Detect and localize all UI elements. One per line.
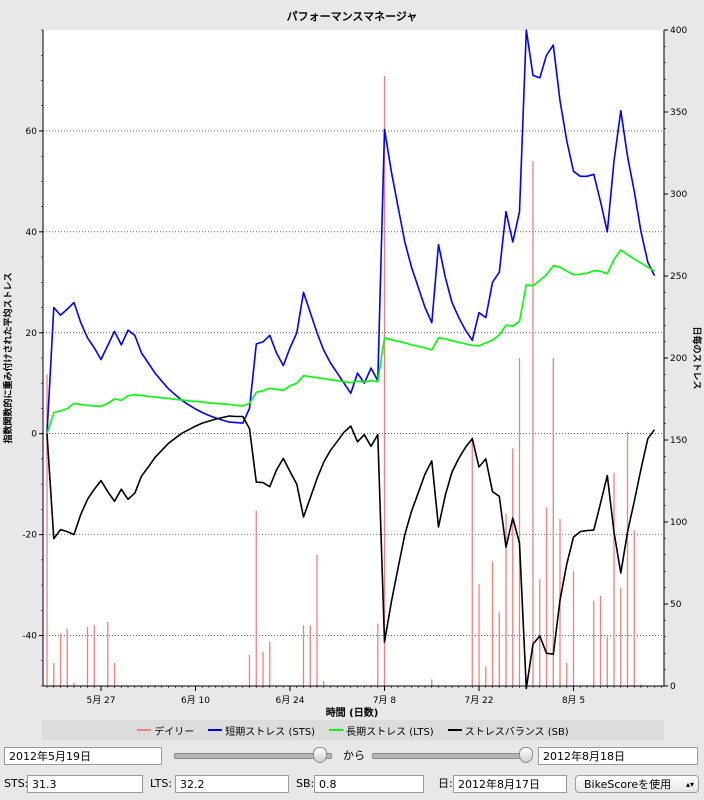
y-tick-label-left: -40 [22, 632, 37, 642]
metric-select-value: BikeScoreを使用 [584, 778, 672, 791]
sb-line [46, 415, 656, 690]
y-axis-label-left: 指数関数的に重み付けされた平均ストレス [2, 272, 14, 443]
y-tick-label-right: 250 [670, 272, 687, 282]
sts-value-field[interactable]: 31.3 [27, 775, 143, 793]
legend-swatch-sts [208, 729, 223, 731]
series-lines [46, 29, 656, 690]
lts-label: LTS: [150, 777, 173, 790]
y-tick-label-left: 40 [26, 228, 38, 238]
y-tick-label-left: 60 [26, 127, 38, 137]
legend-item-sts[interactable]: 短期ストレス (STS) [208, 723, 315, 738]
metric-select[interactable]: BikeScoreを使用 ▴▾ [575, 775, 699, 793]
x-tick-label: 6月 10 [181, 695, 210, 706]
performance-chart: -40 -20 0 20 40 60 0 50 100 150 200 250 300 350 400 5月 … [2, 10, 703, 719]
legend-item-lts[interactable]: 長期ストレス (LTS) [329, 723, 434, 738]
x-axis-label: 時間 (日数) [326, 706, 379, 719]
y-tick-label-left: 20 [26, 329, 38, 339]
y-tick-label-left: 0 [31, 430, 37, 440]
y-axis-label-right: 日毎のストレス [691, 326, 703, 389]
lts-line [46, 249, 655, 434]
x-tick-label: 5月 27 [86, 695, 115, 706]
y-tick-label-right: 400 [670, 26, 687, 36]
start-date-slider[interactable] [174, 753, 332, 759]
updown-arrow-icon: ▴▾ [685, 780, 694, 789]
from-label: から [343, 749, 365, 762]
lts-value-field[interactable]: 32.2 [175, 775, 289, 793]
legend-swatch-sb [447, 729, 462, 731]
y-tick-label-right: 100 [670, 518, 687, 528]
legend-swatch-daily [137, 729, 152, 731]
y-tick-label-right: 50 [670, 600, 682, 610]
day-value-field[interactable]: 2012年8月17日 [453, 775, 567, 793]
start-date-slider-handle[interactable] [313, 747, 328, 763]
axes: -40 -20 0 20 40 60 0 50 100 150 200 250 300 350 400 5月 … [22, 26, 687, 706]
y-tick-label-left: -20 [22, 531, 37, 541]
end-date-slider-handle[interactable] [518, 747, 533, 763]
y-tick-label-right: 150 [670, 436, 687, 446]
sts-line [46, 29, 656, 434]
legend-label-sb: ストレスバランス (SB) [464, 726, 569, 738]
end-date-slider[interactable] [372, 753, 530, 759]
day-label: 日: [438, 777, 453, 790]
legend-label-lts: 長期ストレス (LTS) [346, 726, 434, 738]
plot-area [43, 30, 664, 686]
legend-label-sts: 短期ストレス (STS) [225, 726, 316, 738]
chart-title: パフォーマンスマネージャ [287, 10, 418, 23]
start-date-field[interactable]: 2012年5月19日 [4, 747, 162, 765]
x-tick-label: 7月 8 [373, 695, 397, 706]
x-tick-label: 6月 24 [275, 695, 304, 706]
end-date-field[interactable]: 2012年8月18日 [538, 747, 698, 765]
y-tick-label-right: 200 [670, 354, 687, 364]
sb-value-field[interactable]: 0.8 [314, 775, 424, 793]
y-tick-label-right: 300 [670, 190, 687, 200]
legend-item-daily[interactable]: デイリー [137, 723, 194, 738]
sb-label: SB: [296, 777, 315, 790]
x-tick-label: 8月 5 [562, 695, 585, 706]
legend-item-sb[interactable]: ストレスバランス (SB) [447, 723, 569, 738]
x-tick-label: 7月 22 [464, 695, 493, 706]
sts-label: STS: [4, 777, 29, 790]
daily-bars [46, 75, 642, 686]
legend-label-daily: デイリー [154, 726, 195, 738]
chart-legend: デイリー 短期ストレス (STS) 長期ストレス (LTS) ストレスバランス … [42, 720, 664, 740]
y-tick-label-right: 0 [670, 682, 676, 692]
legend-swatch-lts [329, 729, 344, 731]
y-tick-label-right: 350 [670, 108, 687, 118]
